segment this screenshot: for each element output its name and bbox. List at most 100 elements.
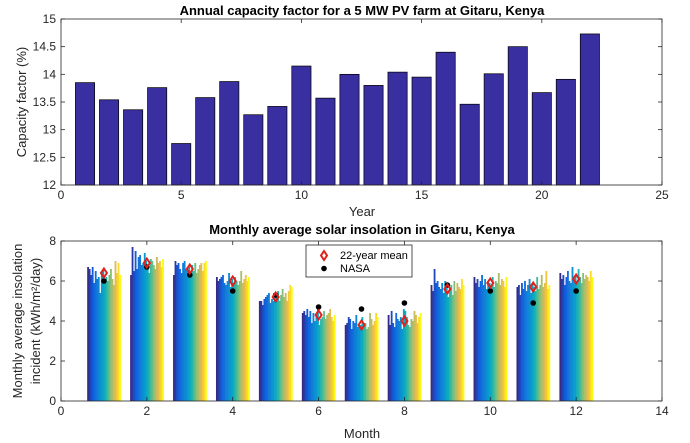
insolation-bar-month-3-year-14 (192, 271, 195, 401)
insolation-bar-month-4-year-14 (235, 281, 238, 401)
insolation-bar-month-3-year-11 (188, 267, 191, 401)
capacity-y-tick-label: 14.5 (33, 40, 57, 54)
insolation-bar-month-2-year-21 (160, 267, 163, 401)
insolation-y-axis-label-line1: Monthly average insolation (10, 244, 25, 399)
insolation-bar-month-7-year-8 (355, 315, 358, 401)
insolation-bar-month-11-year-11 (531, 283, 534, 401)
insolation-bar-month-4-year-11 (231, 279, 234, 401)
capacity-bar-year-7 (219, 81, 240, 186)
capacity-bar-year-1 (75, 82, 96, 186)
insolation-bar-month-3-year-21 (203, 263, 206, 401)
insolation-bar-month-10-year-19 (500, 279, 503, 401)
insolation-bar-month-4-year-8 (226, 281, 229, 401)
insolation-bar-month-12-year-19 (586, 277, 589, 401)
insolation-bar-month-3-year-20 (201, 271, 204, 401)
mean-point-month-3 (185, 262, 194, 276)
capacity-bar-year-9 (267, 106, 288, 186)
insolation-bar-month-1-year-19 (114, 261, 117, 401)
insolation-bar-month-11-year-19 (543, 283, 546, 401)
insolation-x-tick-label: 10 (484, 404, 498, 418)
nasa-point-month-12 (573, 288, 579, 294)
nasa-point-month-8 (401, 300, 408, 306)
capacity-x-tick-label: 15 (415, 188, 429, 202)
insolation-bar-month-3-year-18 (198, 265, 201, 401)
insolation-x-tick-label: 6 (315, 404, 322, 418)
insolation-bar-month-2-year-15 (151, 261, 154, 401)
insolation-bar-month-10-year-14 (493, 287, 496, 401)
mean-point-month-10 (486, 276, 495, 290)
insolation-bar-month-7-year-11 (359, 325, 362, 401)
insolation-bar-month-1-year-2 (88, 269, 91, 401)
insolation-bar-month-11-year-2 (517, 285, 520, 401)
insolation-bar-month-7-year-14 (364, 323, 367, 401)
insolation-y-tick-label: 4 (49, 314, 56, 328)
legend-dot-marker (321, 265, 327, 272)
insolation-bar-month-10-year-20 (502, 281, 505, 401)
insolation-bar-month-12-year-11 (574, 275, 577, 401)
capacity-bar-year-18 (483, 73, 504, 186)
insolation-bar-month-4-year-5 (222, 275, 224, 401)
insolation-bar-month-6-year-9 (314, 321, 316, 401)
insolation-bar-month-1-year-18 (113, 285, 115, 401)
insolation-y-tick-label: 0 (49, 394, 56, 408)
insolation-bar-month-5-year-5 (264, 297, 267, 401)
capacity-y-tick-label: 13 (43, 123, 57, 137)
insolation-bar-month-6-year-4 (306, 309, 309, 401)
capacity-bar-year-4 (147, 87, 168, 186)
mean-point-month-7 (357, 318, 366, 332)
insolation-bar-month-10-year-8 (484, 279, 487, 401)
insolation-bar-month-12-year-20 (588, 281, 591, 401)
insolation-bar-month-12-year-14 (579, 277, 582, 401)
capacity-x-tick-label: 25 (655, 188, 669, 202)
insolation-bar-month-12-year-22 (591, 277, 594, 401)
insolation-bar-month-1-year-15 (108, 275, 111, 401)
insolation-bar-month-5-year-18 (284, 293, 287, 401)
insolation-bar-month-8-year-13 (405, 317, 408, 401)
insolation-bar-month-8-year-16 (410, 319, 413, 401)
nasa-point-month-6 (315, 304, 322, 310)
insolation-bar-month-11-year-8 (527, 285, 529, 401)
insolation-bar-month-8-year-18 (413, 311, 416, 401)
insolation-bar-month-6-year-5 (307, 317, 310, 401)
insolation-bar-month-7-year-1 (344, 325, 347, 401)
insolation-bar-month-4-year-18 (241, 283, 244, 401)
insolation-bar-month-10-year-9 (485, 289, 488, 401)
mean-point-month-12 (571, 272, 581, 286)
capacity-y-tick-label: 12 (43, 178, 57, 192)
insolation-bar-month-1-year-22 (119, 275, 121, 401)
capacity-bar-year-21 (555, 78, 576, 186)
insolation-bar-month-4-year-19 (243, 279, 246, 401)
insolation-bar-month-11-year-12 (533, 287, 536, 401)
mean-point-month-1 (99, 266, 109, 280)
insolation-bar-month-10-year-1 (473, 277, 476, 401)
insolation-bar-month-10-year-4 (478, 287, 480, 401)
insolation-bar-month-7-year-17 (369, 313, 371, 401)
insolation-bar-month-2-year-19 (157, 263, 160, 401)
insolation-bar-month-5-year-4 (263, 299, 266, 401)
insolation-bar-month-4-year-6 (223, 283, 226, 401)
nasa-point-month-4 (229, 288, 236, 294)
insolation-bar-month-8-year-7 (396, 319, 399, 401)
insolation-bar-month-12-year-17 (583, 279, 586, 401)
capacity-bar-year-2 (99, 99, 120, 186)
nasa-point-month-7 (358, 306, 365, 312)
insolation-bar-month-10-year-7 (482, 285, 485, 401)
insolation-bar-month-5-year-13 (277, 291, 279, 401)
insolation-bar-month-3-year-22 (205, 261, 207, 401)
insolation-bar-month-11-year-15 (537, 289, 540, 401)
insolation-bar-month-4-year-22 (247, 277, 250, 401)
insolation-bar-month-8-year-9 (399, 317, 402, 401)
insolation-bar-month-5-year-12 (275, 295, 278, 401)
capacity-bar-year-20 (531, 92, 552, 186)
insolation-bar-month-9-year-1 (430, 285, 433, 401)
insolation-bar-month-3-year-6 (180, 273, 183, 401)
insolation-bar-month-3-year-3 (176, 265, 178, 401)
insolation-chart: Monthly average solar insolation in Gita… (10, 222, 669, 441)
insolation-bar-month-8-year-20 (416, 323, 419, 401)
insolation-bar-month-11-year-1 (516, 287, 519, 401)
insolation-bar-month-9-year-15 (451, 295, 454, 401)
insolation-bar-month-3-year-4 (177, 263, 180, 401)
insolation-bar-month-5-year-21 (289, 285, 292, 401)
insolation-bar-month-8-year-12 (404, 311, 407, 401)
insolation-bar-month-5-year-16 (281, 289, 284, 401)
